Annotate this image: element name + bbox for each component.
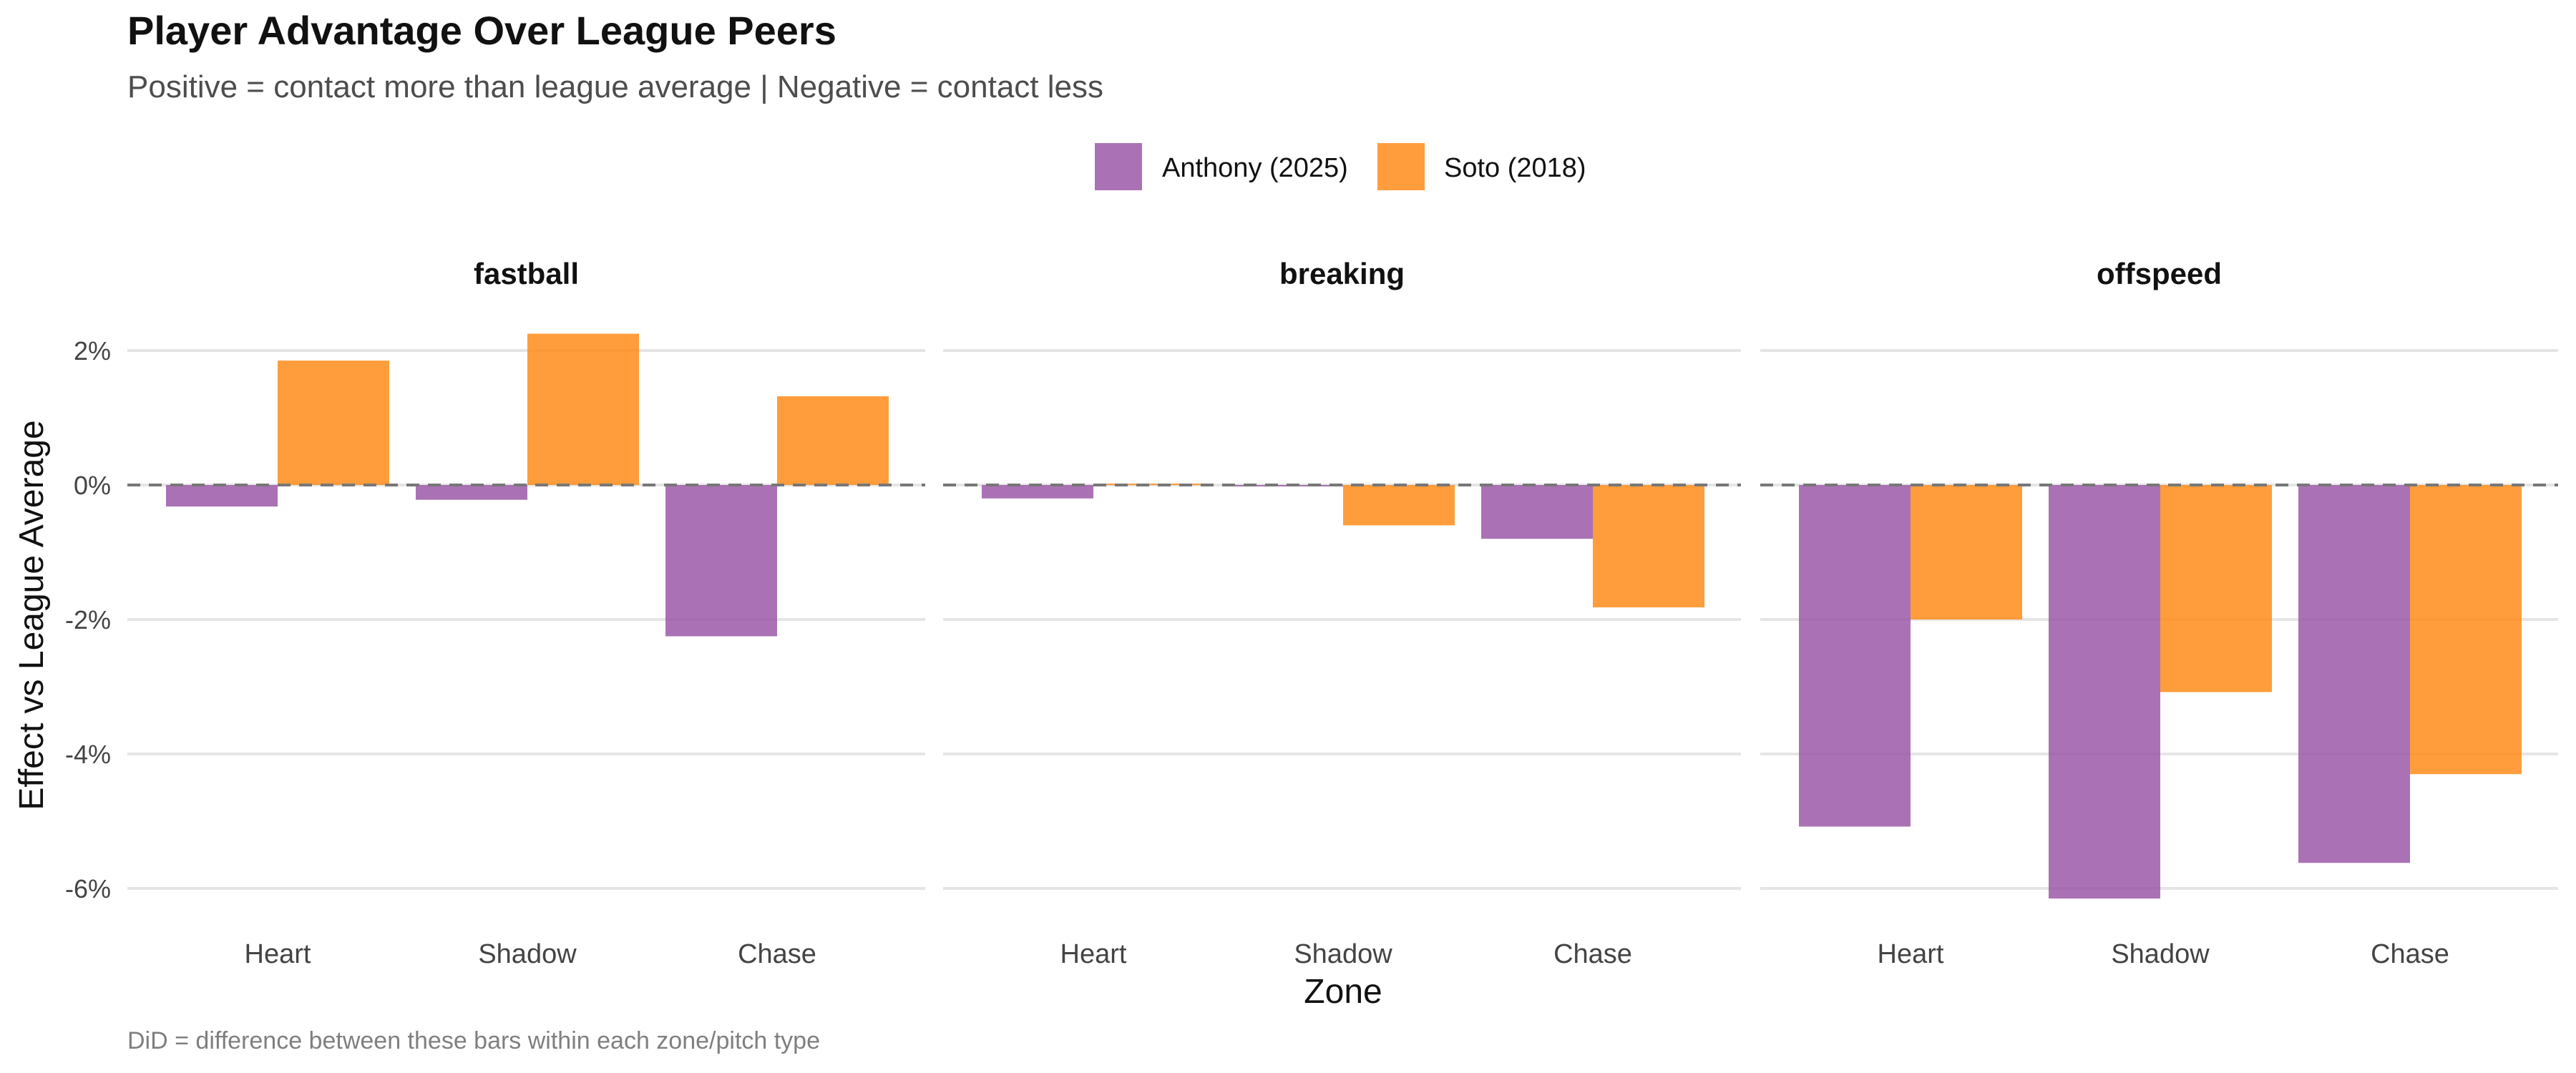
legend-label-soto: Soto (2018) bbox=[1444, 153, 1586, 183]
bar-breaking-chase-anthony bbox=[1481, 485, 1593, 539]
legend-swatch-anthony bbox=[1095, 143, 1142, 190]
bar-offspeed-shadow-anthony bbox=[2049, 485, 2160, 899]
bar-fastball-chase-anthony bbox=[665, 485, 777, 637]
bar-offspeed-heart-anthony bbox=[1799, 485, 1911, 827]
panel-title: offspeed bbox=[2097, 257, 2222, 290]
y-axis-title: Effect vs League Average bbox=[13, 420, 51, 810]
panel-fastball: fastball Heart Shadow Chase bbox=[127, 257, 925, 969]
bar-breaking-heart-anthony bbox=[982, 485, 1093, 499]
bar-fastball-chase-soto bbox=[777, 396, 889, 485]
chart-caption: DiD = difference between these bars with… bbox=[127, 1027, 820, 1054]
panel-breaking: breaking Heart Shadow Chase bbox=[943, 257, 1741, 969]
panel-title: breaking bbox=[1279, 257, 1405, 290]
bar-fastball-shadow-soto bbox=[527, 333, 639, 485]
y-tick-label: -4% bbox=[65, 740, 111, 769]
bar-fastball-shadow-anthony bbox=[416, 485, 527, 500]
y-tick-label: 2% bbox=[74, 336, 111, 366]
x-tick-label: Shadow bbox=[478, 939, 577, 969]
facet-panels: fastball Heart Shadow Chase breaking Heart Sha… bbox=[127, 257, 2558, 969]
chart-subtitle: Positive = contact more than league aver… bbox=[127, 69, 1103, 104]
panel-title: fastball bbox=[474, 257, 579, 290]
x-tick-label: Heart bbox=[245, 939, 311, 969]
bar-offspeed-heart-soto bbox=[1911, 485, 2022, 619]
legend: Anthony (2025) Soto (2018) bbox=[1095, 143, 1586, 190]
x-tick-label: Heart bbox=[1878, 939, 1944, 969]
legend-label-anthony: Anthony (2025) bbox=[1162, 153, 1348, 183]
x-tick-label: Heart bbox=[1060, 939, 1127, 969]
panel-offspeed: offspeed Heart Shadow Chase bbox=[1760, 257, 2558, 969]
x-tick-label: Chase bbox=[2371, 939, 2449, 969]
bar-breaking-chase-soto bbox=[1593, 485, 1704, 608]
chart-title: Player Advantage Over League Peers bbox=[127, 8, 836, 53]
y-tick-label: -2% bbox=[65, 605, 111, 635]
x-tick-label: Chase bbox=[738, 939, 816, 969]
bar-offspeed-chase-anthony bbox=[2298, 485, 2410, 863]
x-tick-label: Shadow bbox=[2111, 939, 2210, 969]
bar-breaking-shadow-soto bbox=[1343, 485, 1455, 526]
bar-fastball-heart-anthony bbox=[166, 485, 278, 507]
legend-swatch-soto bbox=[1377, 143, 1425, 190]
x-tick-label: Shadow bbox=[1294, 939, 1392, 969]
y-tick-label: 0% bbox=[74, 471, 111, 500]
bar-offspeed-shadow-soto bbox=[2160, 485, 2272, 692]
bar-fastball-heart-soto bbox=[278, 361, 389, 485]
x-axis-title: Zone bbox=[1304, 973, 1382, 1011]
y-axis-tick-labels: 2% 0% -2% -4% -6% bbox=[65, 336, 111, 903]
x-tick-label: Chase bbox=[1553, 939, 1632, 969]
bar-offspeed-chase-soto bbox=[2410, 485, 2522, 775]
y-tick-label: -6% bbox=[65, 874, 111, 903]
